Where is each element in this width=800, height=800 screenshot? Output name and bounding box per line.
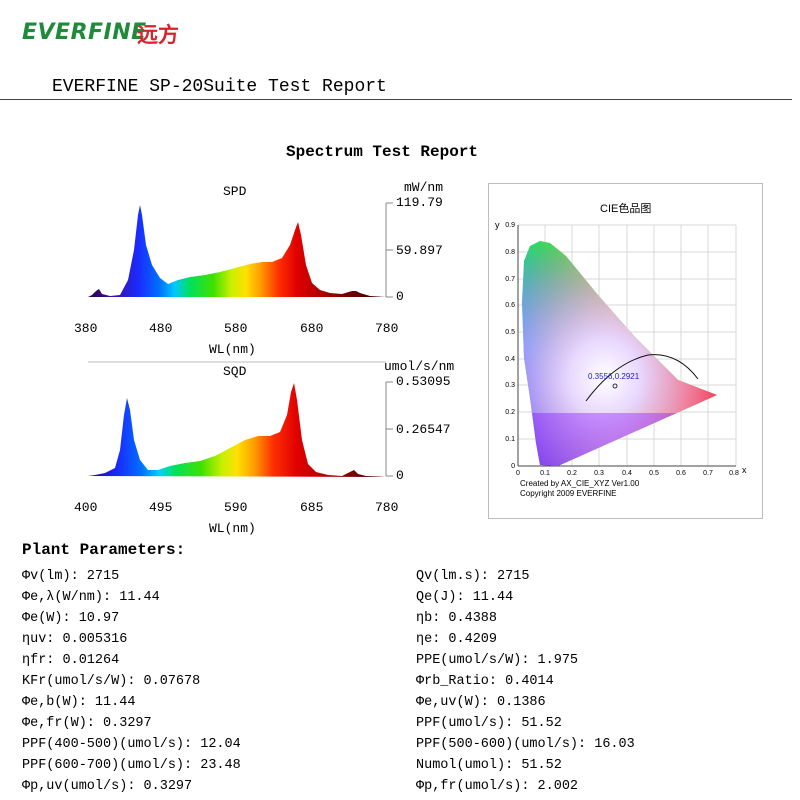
cie-x-ticks: 0 0.1 0.2 0.3 0.4 0.5 0.6 0.7 0.8 (516, 470, 739, 477)
spd-x-tick: 680 (300, 321, 324, 336)
param-right: Φrb_Ratio: 0.4014 (416, 674, 554, 689)
spd-curve (88, 205, 386, 297)
spd-x-tick: 580 (224, 321, 248, 336)
cie-x-tick: 0.2 (567, 470, 577, 477)
param-right: Φe,uv(W): 0.1386 (416, 695, 546, 710)
param-left: Φe,b(W): 11.44 (22, 695, 136, 710)
planckian-locus (585, 354, 699, 402)
spd-unit: mW/nm (404, 180, 444, 195)
cie-x-tick: 0.8 (729, 470, 739, 477)
cie-y-tick: 0.8 (505, 249, 515, 256)
cie-credit-line2: Copyright 2009 EVERFINE (520, 489, 617, 498)
spectrum-title: Spectrum Test Report (286, 143, 479, 161)
spd-x-tick: 780 (375, 321, 399, 336)
param-right: PPE(umol/s/W): 1.975 (416, 653, 579, 668)
param-right: PPF(umol/s): 51.52 (416, 716, 562, 731)
param-right: Qe(J): 11.44 (416, 590, 514, 605)
param-left: Φp,uv(umol/s): 0.3297 (22, 779, 193, 794)
param-left: KFr(umol/s/W): 0.07678 (22, 674, 201, 689)
spd-label: SPD (223, 184, 247, 199)
param-left: PPF(600-700)(umol/s): 23.48 (22, 758, 241, 773)
spd-x-tick: 380 (74, 321, 98, 336)
cie-y-tick: 0.5 (505, 329, 515, 336)
spd-x-tick: 480 (149, 321, 173, 336)
cie-diagram-panel (488, 183, 763, 519)
sqd-curve (88, 383, 386, 477)
cie-x-tick: 0 (516, 470, 520, 477)
cie-y-tick: 0.1 (505, 436, 515, 443)
cie-x-tick: 0.1 (540, 470, 550, 477)
report-title: EVERFINE SP-20Suite Test Report (52, 77, 387, 97)
cie-x-tick: 0.7 (703, 470, 713, 477)
cie-y-ticks: 0.9 0.8 0.7 0.6 0.5 0.4 0.3 0.2 0.1 0 (505, 222, 515, 470)
param-left: Φe,λ(W/nm): 11.44 (22, 590, 160, 605)
cie-x-axis-label: x (742, 465, 747, 475)
spd-x-label: WL(nm) (209, 342, 256, 357)
sqd-x-tick: 590 (224, 500, 248, 515)
cie-y-tick: 0.2 (505, 409, 515, 416)
param-right: PPF(500-600)(umol/s): 16.03 (416, 737, 635, 752)
sqd-x-tick: 685 (300, 500, 324, 515)
cie-x-tick: 0.5 (649, 470, 659, 477)
cie-y-tick: 0 (511, 463, 515, 470)
cie-y-tick: 0.3 (505, 382, 515, 389)
cie-y-tick: 0.7 (505, 276, 515, 283)
sqd-x-tick: 780 (375, 500, 399, 515)
sqd-unit: umol/s/nm (384, 359, 455, 374)
param-right: Φp,fr(umol/s): 2.002 (416, 779, 579, 794)
sqd-label: SQD (223, 364, 247, 379)
sqd-y-zero: 0 (396, 468, 404, 483)
param-left: ηuv: 0.005316 (22, 632, 128, 647)
cie-title: CIE色品图 (600, 201, 651, 215)
cie-y-tick: 0.4 (505, 356, 515, 363)
cie-x-tick: 0.3 (594, 470, 604, 477)
sqd-x-tick: 495 (149, 500, 173, 515)
param-left: ηfr: 0.01264 (22, 653, 120, 668)
cie-y-tick: 0.6 (505, 302, 515, 309)
spd-y-zero: 0 (396, 289, 404, 304)
cie-x-tick: 0.4 (622, 470, 632, 477)
param-right: Qv(lm.s): 2715 (416, 569, 530, 584)
param-right: Numol(umol): 51.52 (416, 758, 562, 773)
header-divider (0, 99, 792, 100)
cie-gamut (522, 241, 717, 466)
param-right: ηe: 0.4209 (416, 632, 498, 647)
param-right: ηb: 0.4388 (416, 611, 498, 626)
sqd-y-top: 0.53095 (396, 374, 451, 389)
cie-y-axis-label: y (495, 220, 500, 230)
spd-y-top: 119.79 (396, 195, 443, 210)
chromaticity-point (612, 383, 618, 389)
spd-y-mid: 59.897 (396, 243, 443, 258)
cie-y-tick: 0.9 (505, 222, 515, 229)
cie-diagram: CIE色品图 y x 0.3556,0.2921 0.9 0.8 0.7 0.6… (495, 201, 747, 498)
param-left: Φv(lm): 2715 (22, 569, 120, 584)
everfine-logo: EVERFINE (22, 20, 147, 45)
param-left: PPF(400-500)(umol/s): 12.04 (22, 737, 241, 752)
param-left: Φe,fr(W): 0.3297 (22, 716, 152, 731)
cie-credit-line1: Created by AX_CIE_XYZ Ver1.00 (520, 479, 640, 488)
cie-x-tick: 0.6 (676, 470, 686, 477)
sqd-x-tick: 400 (74, 500, 98, 515)
everfine-logo-cn: 远方 (137, 23, 179, 47)
sqd-x-label: WL(nm) (209, 521, 256, 536)
plant-parameters-title: Plant Parameters: (22, 541, 186, 559)
param-left: Φe(W): 10.97 (22, 611, 120, 626)
cie-point-label: 0.3556,0.2921 (588, 372, 640, 381)
sqd-y-mid: 0.26547 (396, 422, 451, 437)
